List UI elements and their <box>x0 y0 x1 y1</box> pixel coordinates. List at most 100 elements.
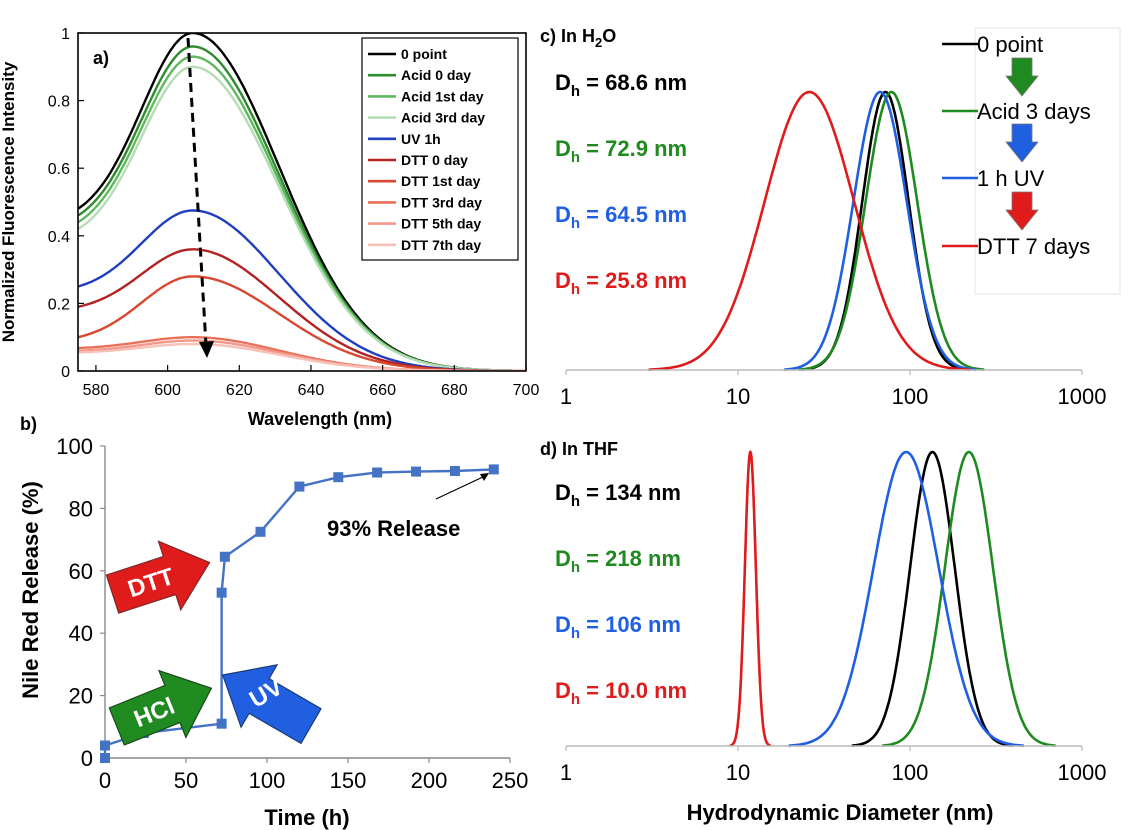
b-xtick-label-0: 0 <box>99 768 111 793</box>
b-ytick-label-1: 20 <box>69 684 93 709</box>
b-ytick-label-4: 80 <box>69 496 93 521</box>
b-point-9 <box>372 467 383 478</box>
panel-d: d) In THF Dh = 134 nm Dh = 218 nm Dh = 106… <box>540 439 1106 825</box>
a-panel-label: a) <box>93 48 109 68</box>
b-point-4 <box>216 587 227 598</box>
a-xtick-label-4: 660 <box>369 382 396 399</box>
d-dh-label-1: Dh = 218 nm <box>555 546 681 576</box>
b-xtick-label-4: 200 <box>411 768 448 793</box>
b-hcl-arrow: HCl <box>108 669 213 746</box>
b-point-10 <box>411 466 422 477</box>
b-xtick-label-1: 50 <box>174 768 198 793</box>
b-uv-arrow-shape <box>221 663 322 745</box>
a-arrowhead <box>199 341 214 358</box>
c-legend-box <box>974 27 1121 295</box>
a-xtick-label-3: 640 <box>298 382 325 399</box>
c-xtick-label-0: 1 <box>560 384 572 409</box>
a-legend-label-1: Acid 0 day <box>401 67 471 83</box>
d-xtick-label-1: 10 <box>726 760 750 785</box>
b-ytick-label-0: 0 <box>81 746 93 771</box>
b-point-5 <box>219 551 230 562</box>
d-xlabel: Hydrodynamic Diameter (nm) <box>687 800 994 825</box>
a-ytick-label-0: 0 <box>61 364 70 381</box>
c-panel-label: c) In H2O <box>540 26 616 50</box>
a-xtick-label-5: 680 <box>441 382 468 399</box>
c-dh-label-3: Dh = 25.8 nm <box>555 268 687 298</box>
c-dh-label-0: Dh = 68.6 nm <box>555 70 687 100</box>
b-point-7 <box>294 481 305 492</box>
c-dh-label-1: Dh = 72.9 nm <box>555 136 687 166</box>
c-legend-arrow-blue <box>1005 123 1039 163</box>
c-curve-1 <box>798 90 985 372</box>
b-release-pointer-head <box>480 473 489 481</box>
a-ytick-label-2: 0.4 <box>48 229 70 246</box>
a-legend-label-0: 0 point <box>401 46 447 62</box>
a-series-line-7 <box>78 336 526 371</box>
b-dtt-arrow-shape <box>105 540 211 614</box>
c-curve-2 <box>783 90 977 372</box>
c-dh-labels: Dh = 68.6 nm Dh = 72.9 nm Dh = 64.5 nm Dh =… <box>555 70 687 298</box>
b-ylabel: Nile Red Release (%) <box>18 481 43 699</box>
c-x-ticks: 1 10 100 1000 <box>560 370 1106 409</box>
c-legend-label-1: Acid 3 days <box>977 99 1091 124</box>
a-xtick-label-0: 580 <box>83 382 110 399</box>
b-point-0 <box>100 753 110 763</box>
d-xtick-label-0: 1 <box>560 760 572 785</box>
a-dashed-arrow <box>186 37 208 346</box>
a-xtick-label-2: 620 <box>226 382 253 399</box>
c-dh-label-2: Dh = 64.5 nm <box>555 202 687 232</box>
a-legend: 0 point Acid 0 day Acid 1st day Acid 3rd da… <box>368 46 485 253</box>
panel-b: b) 0 20 40 60 80 100 0 50 100 150 200 250 Nile Red… <box>18 414 528 830</box>
b-panel-label: b) <box>20 414 37 434</box>
b-release-label: 93% Release <box>327 516 460 541</box>
a-series-line-5 <box>78 248 526 371</box>
b-x-ticks: 0 50 100 150 200 250 <box>99 758 528 793</box>
a-ytick-label-3: 0.6 <box>48 161 70 178</box>
d-panel-label: d) In THF <box>540 439 618 459</box>
d-curve-1 <box>881 450 1057 748</box>
b-uv-arrow <box>221 663 322 745</box>
b-point-8 <box>333 472 344 483</box>
b-y-ticks: 0 20 40 60 80 100 <box>56 434 105 771</box>
a-legend-label-3: Acid 3rd day <box>401 110 485 126</box>
panel-a: 00.20.40.60.81 580 600 620 640 660 680 700 a) … <box>0 26 539 429</box>
a-series-line-3 <box>78 65 526 371</box>
a-ytick-label-5: 1 <box>61 26 70 43</box>
a-ytick-label-1: 0.2 <box>48 296 70 313</box>
c-curve-3 <box>648 90 971 372</box>
b-ytick-label-2: 40 <box>69 621 93 646</box>
a-ylabel: Normalized Fluorescence Intensity <box>0 61 18 342</box>
c-legend-arrow-green <box>1005 57 1039 97</box>
d-curve-0 <box>851 450 1014 748</box>
b-dtt-arrow: DTT <box>105 540 211 614</box>
a-x-ticks: 580 600 620 640 660 680 700 <box>83 365 540 399</box>
a-legend-label-6: DTT 1st day <box>401 173 481 189</box>
d-dh-labels: Dh = 134 nm Dh = 218 nm Dh = 106 nm Dh = 10… <box>555 480 687 708</box>
a-xtick-label-6: 700 <box>513 382 540 399</box>
b-point-12 <box>488 464 499 475</box>
b-release-pointer <box>435 475 486 500</box>
d-curve-3 <box>729 449 772 747</box>
b-series-points <box>100 464 499 763</box>
d-curve-2 <box>788 450 1025 748</box>
c-legend-label-3: DTT 7 days <box>977 234 1090 259</box>
d-x-ticks: 1 10 100 1000 <box>560 746 1106 785</box>
d-dh-label-0: Dh = 134 nm <box>555 480 681 510</box>
c-legend-label-2: 1 h UV <box>977 166 1045 191</box>
b-xlabel: Time (h) <box>264 805 349 830</box>
a-plot-frame <box>77 32 527 372</box>
a-xtick-label-1: 600 <box>154 382 181 399</box>
d-dh-label-3: Dh = 10.0 nm <box>555 678 687 708</box>
c-xtick-label-2: 100 <box>892 384 929 409</box>
a-ytick-label-4: 0.8 <box>48 94 70 111</box>
c-legend-label-0: 0 point <box>977 32 1043 57</box>
a-legend-label-8: DTT 5th day <box>401 216 481 232</box>
a-legend-label-4: UV 1h <box>401 131 441 147</box>
c-curves <box>648 90 985 372</box>
a-legend-label-5: DTT 0 day <box>401 152 468 168</box>
d-curves <box>729 449 1057 748</box>
a-y-ticks: 0 0.2 0.4 0.6 0.8 1 <box>48 26 84 381</box>
a-legend-label-2: Acid 1st day <box>401 88 484 104</box>
